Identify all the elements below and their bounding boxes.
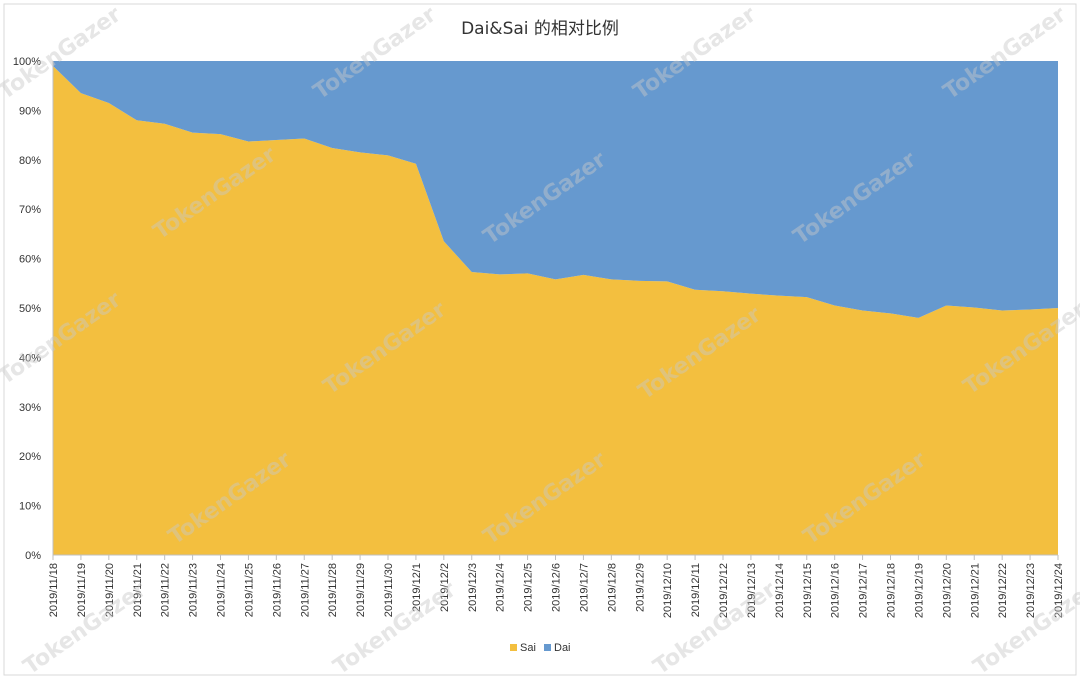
x-tick-label: 2019/12/1 bbox=[411, 563, 423, 612]
x-tick-label: 2019/12/6 bbox=[551, 563, 563, 612]
x-tick-label: 2019/11/30 bbox=[383, 563, 395, 617]
x-tick-label: 2019/11/24 bbox=[216, 563, 228, 617]
x-tick-label: 2019/12/9 bbox=[634, 563, 646, 612]
y-tick-label: 50% bbox=[19, 303, 41, 315]
x-tick-label: 2019/11/27 bbox=[299, 563, 311, 617]
legend-label-dai: Dai bbox=[554, 642, 571, 654]
y-tick-label: 40% bbox=[19, 352, 41, 364]
legend: Sai Dai bbox=[510, 642, 571, 654]
y-tick-label: 100% bbox=[13, 56, 41, 68]
y-tick-label: 80% bbox=[19, 155, 41, 167]
x-tick-label: 2019/12/16 bbox=[830, 563, 842, 618]
x-tick-label: 2019/12/17 bbox=[858, 563, 870, 618]
x-tick-label: 2019/12/8 bbox=[606, 563, 618, 612]
x-tick-label: 2019/12/23 bbox=[1025, 563, 1037, 618]
y-tick-label: 90% bbox=[19, 105, 41, 117]
y-tick-label: 70% bbox=[19, 204, 41, 216]
y-tick-label: 30% bbox=[19, 402, 41, 414]
x-tick-label: 2019/12/3 bbox=[467, 563, 479, 612]
legend-swatch-sai bbox=[510, 644, 517, 651]
chart-title: Dai&Sai 的相对比例 bbox=[461, 19, 619, 39]
x-tick-label: 2019/12/11 bbox=[690, 563, 702, 617]
y-tick-label: 60% bbox=[19, 254, 41, 266]
legend-label-sai: Sai bbox=[520, 642, 536, 654]
legend-swatch-dai bbox=[544, 644, 551, 651]
y-tick-label: 0% bbox=[25, 550, 41, 562]
x-tick-label: 2019/11/25 bbox=[243, 563, 255, 617]
x-tick-label: 2019/12/2 bbox=[439, 563, 451, 612]
x-tick-label: 2019/11/18 bbox=[48, 563, 60, 617]
x-tick-label: 2019/12/20 bbox=[941, 563, 953, 618]
x-tick-label: 2019/11/26 bbox=[271, 563, 283, 617]
x-tick-label: 2019/12/5 bbox=[523, 563, 535, 612]
x-axis: 2019/11/18 2019/11/19 2019/11/20 2019/11/21… bbox=[48, 554, 1065, 618]
x-tick-label: 2019/11/19 bbox=[76, 563, 88, 617]
y-tick-label: 20% bbox=[19, 451, 41, 463]
x-tick-label: 2019/12/21 bbox=[969, 563, 981, 618]
plot-area bbox=[53, 61, 1058, 555]
x-tick-label: 2019/11/20 bbox=[104, 563, 116, 617]
x-tick-label: 2019/11/28 bbox=[327, 563, 339, 617]
x-tick-label: 2019/11/21 bbox=[132, 563, 144, 617]
x-tick-label: 2019/11/23 bbox=[188, 563, 200, 617]
area-series-sai bbox=[53, 65, 1058, 555]
x-tick-label: 2019/12/18 bbox=[886, 563, 898, 618]
chart-border bbox=[3, 3, 1077, 676]
x-tick-label: 2019/11/22 bbox=[160, 563, 172, 617]
x-tick-label: 2019/12/7 bbox=[578, 563, 590, 612]
x-tick-label: 2019/11/29 bbox=[355, 563, 367, 617]
y-tick-label: 10% bbox=[19, 501, 41, 513]
area-series-dai bbox=[53, 61, 1058, 318]
x-tick-label: 2019/12/24 bbox=[1053, 563, 1065, 618]
x-tick-label: 2019/12/22 bbox=[997, 563, 1009, 618]
x-tick-label: 2019/12/13 bbox=[746, 563, 758, 618]
x-tick-label: 2019/12/4 bbox=[495, 563, 507, 612]
x-tick-label: 2019/12/12 bbox=[718, 563, 730, 618]
x-tick-label: 2019/12/19 bbox=[913, 563, 925, 618]
y-axis: 0% 10% 20% 30% 40% 50% 60% 70% 80% 90% 100% bbox=[13, 56, 54, 562]
x-tick-label: 2019/12/15 bbox=[802, 563, 814, 618]
x-tick-label: 2019/12/14 bbox=[774, 563, 786, 618]
x-tick-label: 2019/12/10 bbox=[662, 563, 674, 618]
